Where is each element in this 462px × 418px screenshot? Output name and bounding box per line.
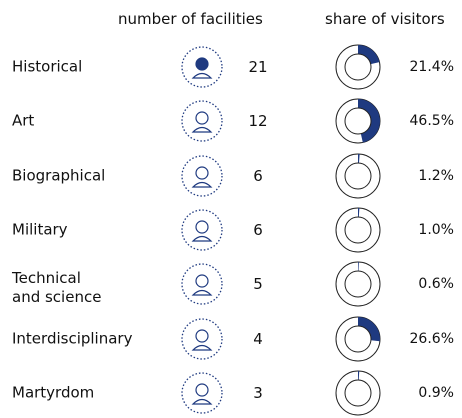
category-label: Art: [12, 111, 35, 130]
donut: [335, 98, 381, 144]
category-label: Biographical: [12, 166, 106, 185]
donut: [335, 316, 381, 361]
category-label: Martyrdom: [12, 383, 95, 402]
facility-count: 4: [253, 329, 263, 348]
share-label: 0.6%: [418, 276, 454, 293]
category-icon: [181, 372, 223, 414]
icon-glyph: [191, 235, 213, 242]
donut-hole: [344, 379, 372, 407]
donut-slice: [358, 45, 380, 65]
icon-glyph: [195, 274, 209, 288]
share-label: 1.2%: [418, 167, 454, 184]
facility-count: 5: [253, 275, 263, 294]
donut-slice: [358, 316, 380, 341]
icon-glyph: [191, 72, 213, 79]
donut-hole: [344, 53, 372, 81]
donut-hole: [344, 107, 372, 135]
facility-count: 12: [248, 112, 268, 131]
column-header: number of facilities: [118, 10, 263, 28]
icon-glyph: [191, 398, 213, 405]
category-icon: [181, 46, 223, 88]
icon-glyph: [191, 181, 213, 188]
icon-border: [181, 372, 223, 414]
icon-glyph: [191, 344, 213, 351]
category-label: Technical and science: [12, 269, 102, 307]
icon-glyph: [195, 383, 209, 397]
donut: [335, 44, 381, 90]
icon-glyph: [195, 328, 209, 343]
icon-glyph: [195, 220, 209, 234]
share-label: 21.4%: [409, 59, 454, 75]
icon-glyph: [191, 290, 213, 296]
icon-border: [181, 154, 223, 197]
donut-hole: [344, 216, 372, 244]
icon-border: [181, 100, 223, 142]
facility-count: 6: [253, 166, 263, 185]
category-label: Military: [12, 220, 68, 239]
category-icon: [181, 263, 223, 305]
donut-slice: [358, 370, 360, 380]
donut-hole: [344, 270, 372, 298]
category-icon: [181, 154, 223, 197]
share-label: 26.6%: [409, 330, 454, 347]
facility-count: 6: [253, 220, 263, 239]
facility-count: 21: [248, 58, 268, 76]
icon-glyph: [195, 165, 209, 180]
icon-glyph: [195, 111, 209, 125]
share-label: 0.9%: [418, 384, 454, 401]
icon-glyph: [191, 127, 213, 133]
donut-hole: [344, 162, 372, 190]
donut: [335, 370, 381, 416]
category-icon: [181, 100, 223, 142]
icon-border: [181, 263, 223, 305]
icon-border: [181, 209, 223, 251]
donut: [335, 153, 381, 199]
share-label: 1.0%: [418, 221, 454, 238]
donut: [335, 261, 381, 307]
share-label: 46.5%: [409, 113, 454, 130]
facility-count: 3: [253, 383, 263, 402]
donut-hole: [344, 325, 372, 352]
category-label: Interdisciplinary: [12, 329, 133, 347]
column-header: share of visitors: [325, 10, 445, 28]
icon-border: [181, 317, 223, 360]
icon-glyph: [195, 57, 209, 71]
donut-slice: [358, 99, 380, 143]
donut: [335, 207, 381, 253]
category-icon: [181, 209, 223, 251]
category-label: Historical: [12, 57, 83, 76]
category-icon: [181, 317, 223, 360]
icon-border: [181, 46, 223, 88]
donut-slice: [358, 262, 359, 272]
donut-slice: [358, 153, 360, 163]
donut-slice: [358, 207, 360, 217]
